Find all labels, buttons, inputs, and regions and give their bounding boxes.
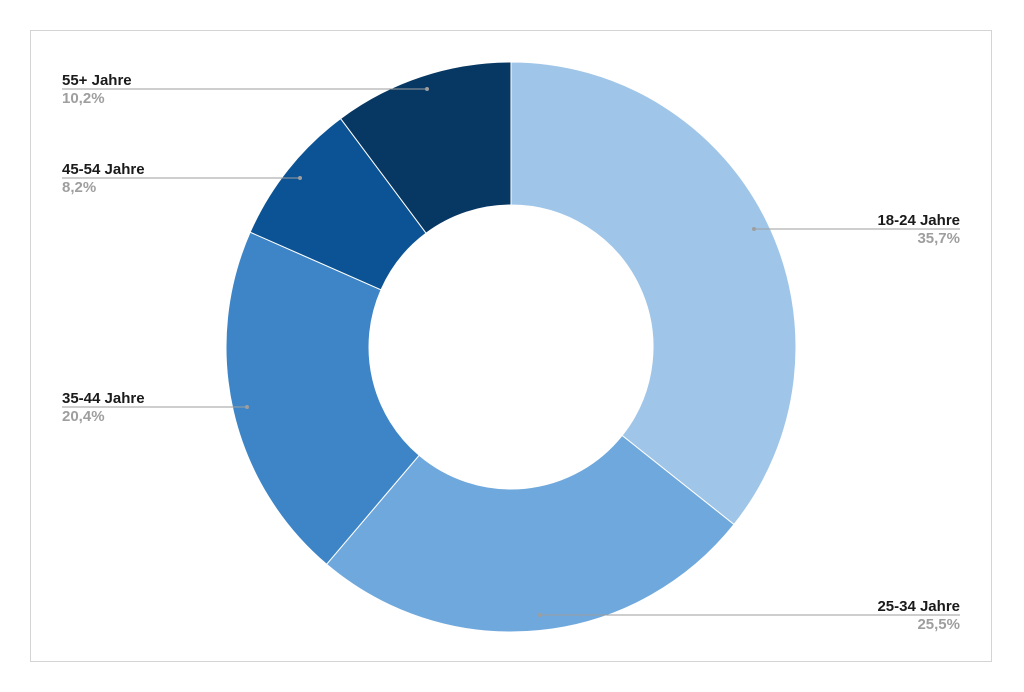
leader-dot: [298, 176, 302, 180]
slice-value-label: 35,7%: [917, 230, 960, 247]
slice-label: 25-34 Jahre: [877, 598, 960, 615]
slice-label: 35-44 Jahre: [62, 390, 145, 407]
slice-value-label: 8,2%: [62, 179, 96, 196]
donut-slice-25-34-jahre: [325, 434, 735, 633]
leader-dot: [245, 405, 249, 409]
slice-label: 18-24 Jahre: [877, 212, 960, 229]
slice-value-label: 20,4%: [62, 408, 105, 425]
slice-value-label: 10,2%: [62, 90, 105, 107]
slice-label: 55+ Jahre: [62, 72, 132, 89]
leader-dot: [538, 613, 542, 617]
leader-dot: [425, 87, 429, 91]
donut-slice-55-jahre: [339, 61, 512, 234]
donut-slice-35-44-jahre: [225, 231, 420, 566]
leader-dot: [752, 227, 756, 231]
slice-value-label: 25,5%: [917, 616, 960, 633]
slice-label: 45-54 Jahre: [62, 161, 145, 178]
donut-slice-18-24-jahre: [510, 61, 797, 526]
chart-frame: [30, 30, 992, 662]
